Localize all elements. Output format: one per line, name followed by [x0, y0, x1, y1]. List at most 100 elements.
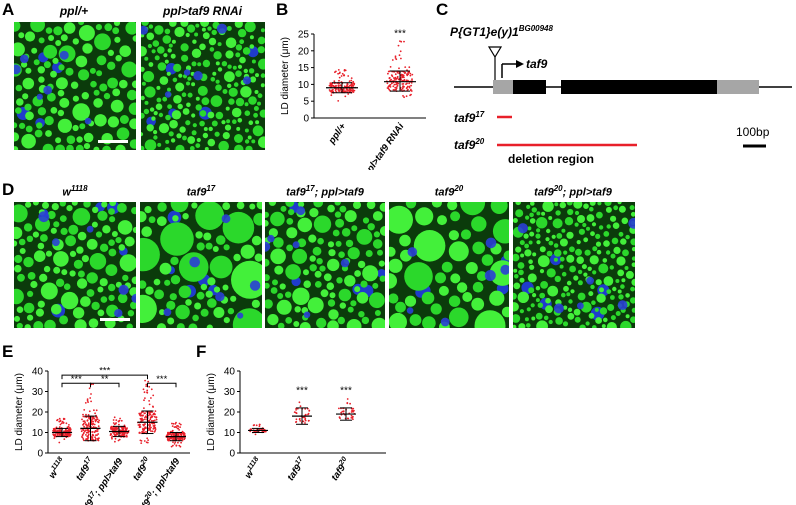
insertion-triangle-icon: [487, 46, 503, 59]
data-point: [347, 93, 350, 95]
data-point: [145, 383, 148, 386]
data-point: [337, 100, 340, 102]
data-point: [167, 439, 169, 442]
data-point: [347, 75, 350, 77]
data-point: [255, 424, 258, 427]
data-point: [302, 416, 305, 419]
data-point: [295, 418, 298, 421]
data-point: [56, 434, 59, 436]
y-tick-label: 10: [224, 428, 236, 439]
data-point: [118, 423, 120, 426]
y-tick-label: 40: [224, 367, 236, 378]
data-point: [407, 79, 409, 82]
data-point: [351, 416, 354, 419]
data-point: [142, 411, 144, 413]
y-tick-label: 0: [37, 449, 43, 460]
data-point: [169, 437, 172, 440]
data-point: [93, 423, 96, 426]
data-point: [391, 59, 394, 61]
data-point: [392, 85, 395, 88]
data-point: [398, 67, 400, 70]
data-point: [150, 426, 152, 429]
data-point: [120, 419, 123, 422]
data-point: [86, 435, 89, 438]
data-point: [88, 387, 91, 390]
data-point: [304, 422, 306, 424]
data-point: [144, 416, 146, 419]
data-point: [172, 422, 175, 425]
data-point: [82, 429, 85, 432]
data-point: [303, 416, 306, 419]
data-point: [352, 85, 355, 87]
data-point: [304, 418, 307, 421]
data-point: [53, 435, 56, 438]
allele-20-label: taf920: [454, 137, 485, 152]
series-points: [293, 401, 311, 424]
data-point: [82, 439, 85, 442]
data-point: [181, 439, 184, 442]
data-point: [399, 50, 402, 53]
data-point: [139, 423, 141, 426]
data-point: [148, 400, 151, 402]
data-point: [146, 437, 149, 440]
data-point: [178, 444, 181, 447]
data-point: [95, 437, 97, 440]
significance-label: ***: [340, 386, 352, 397]
data-point: [82, 420, 85, 423]
data-point: [173, 443, 176, 445]
significance-label: ***: [394, 29, 406, 40]
data-point: [83, 420, 86, 423]
y-tick-label: 15: [298, 63, 310, 74]
panel-a-title-2: ppl>taf9 RNAi: [162, 4, 242, 18]
data-point: [402, 76, 405, 78]
data-point: [140, 442, 143, 444]
data-point: [394, 86, 397, 89]
data-point: [350, 79, 353, 82]
data-point: [395, 77, 398, 80]
data-point: [63, 438, 66, 440]
droplets: [140, 202, 262, 328]
data-point: [149, 429, 151, 431]
data-point: [340, 411, 343, 414]
panel-label-a: A: [2, 0, 15, 19]
allele-17-label: taf917: [454, 110, 485, 125]
data-point: [146, 391, 148, 394]
data-point: [394, 57, 397, 59]
data-point: [398, 54, 401, 57]
data-point: [109, 428, 112, 430]
data-point: [147, 424, 150, 426]
data-point: [400, 88, 403, 91]
data-point: [87, 424, 89, 427]
data-point: [88, 425, 91, 428]
data-point: [112, 419, 115, 421]
significance-bracket: [90, 382, 120, 388]
micrograph-a2: [141, 22, 265, 150]
data-point: [407, 88, 409, 91]
chart-f: 0 10 20 30 40 LD diameter (μm) w1118 taf917 taf9…: [206, 367, 386, 483]
data-point: [258, 425, 261, 428]
data-point: [295, 420, 298, 423]
data-point: [179, 445, 182, 448]
data-point: [172, 444, 174, 447]
data-point: [69, 430, 71, 432]
data-point: [393, 83, 396, 86]
data-point: [110, 426, 112, 429]
data-point: [113, 429, 115, 432]
data-point: [308, 410, 311, 412]
data-point: [258, 423, 261, 426]
y-tick-label: 30: [224, 387, 236, 398]
data-point: [143, 412, 146, 415]
data-point: [90, 393, 92, 395]
y-tick-label: 20: [298, 46, 310, 57]
data-point: [338, 76, 341, 79]
data-point: [141, 419, 144, 422]
significance-label: ***: [296, 386, 308, 397]
data-point: [411, 73, 414, 76]
exon-1: [513, 80, 546, 94]
data-point: [401, 75, 404, 78]
data-point: [152, 405, 154, 408]
data-point: [53, 437, 56, 439]
data-point: [121, 433, 124, 436]
data-point: [155, 418, 158, 421]
y-tick-label: 40: [32, 367, 44, 378]
